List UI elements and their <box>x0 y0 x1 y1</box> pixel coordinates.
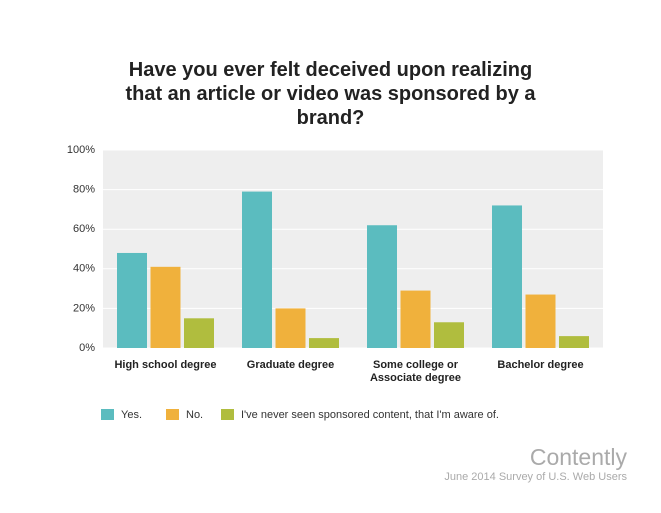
bar <box>492 205 522 348</box>
y-tick-label: 80% <box>73 184 95 196</box>
x-tick-label: Graduate degree <box>246 359 335 371</box>
legend-swatch <box>101 409 114 420</box>
bar <box>309 338 339 348</box>
y-tick-label: 0% <box>79 342 95 354</box>
legend-swatch <box>221 409 234 420</box>
bar <box>117 252 147 348</box>
legend-label: I've never seen sponsored content, that … <box>241 409 499 421</box>
legend-swatch <box>166 409 179 420</box>
y-tick-label: 40% <box>73 263 95 275</box>
brand-logo: Contently <box>529 444 627 470</box>
x-tick-label: Bachelor degree <box>497 359 584 371</box>
chart-title: Have you ever felt deceived upon realizi… <box>125 59 536 129</box>
x-tick-label: Some college or Associate degree <box>369 359 462 384</box>
y-tick-label: 60% <box>73 223 95 235</box>
source-note: June 2014 Survey of U.S. Web Users <box>444 471 627 483</box>
bar <box>434 322 464 348</box>
bar <box>559 336 589 348</box>
y-tick-label: 100% <box>67 144 95 156</box>
bar <box>367 225 397 348</box>
y-tick-label: 20% <box>73 302 95 314</box>
legend-label: Yes. <box>121 409 142 421</box>
bar <box>150 266 181 348</box>
legend-label: No. <box>186 409 203 421</box>
bar <box>275 308 306 348</box>
bar <box>184 318 214 348</box>
x-tick-label: High school degree <box>114 359 217 371</box>
bar <box>525 294 556 348</box>
bar <box>242 191 272 348</box>
bar <box>400 290 431 348</box>
